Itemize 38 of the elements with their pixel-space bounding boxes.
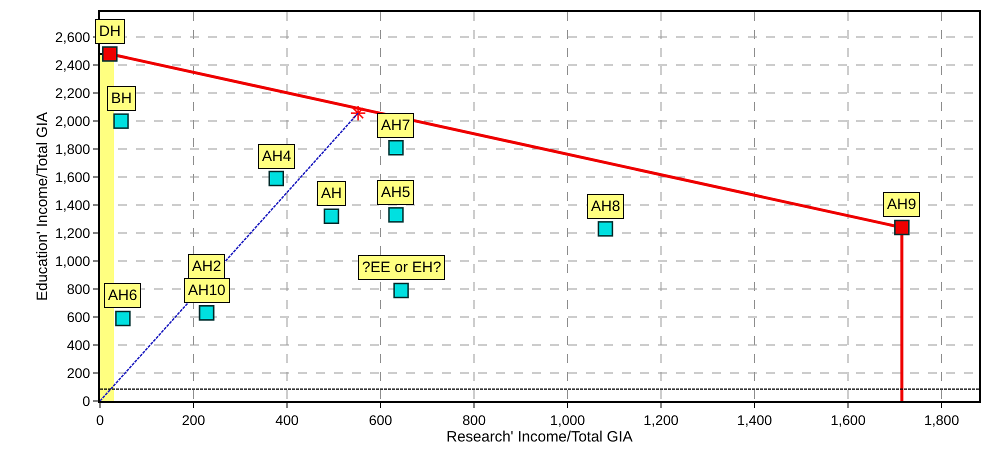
y-axis-title: Education' Income/Total GIA <box>34 112 51 301</box>
y-tick-label: 1,000 <box>55 252 90 269</box>
x-axis-title: Research' Income/Total GIA <box>446 428 633 446</box>
y-tick-label: 2,200 <box>55 85 90 102</box>
x-tick-label: 600 <box>368 412 392 428</box>
annotation: BH <box>111 90 132 107</box>
x-tick-label: 1,200 <box>644 412 679 428</box>
annotation: AH5 <box>381 184 410 201</box>
y-tick-label: 1,800 <box>55 141 90 158</box>
y-tick-label: 200 <box>66 364 90 381</box>
x-tick-label: 1,000 <box>550 412 586 428</box>
annotation: AH4 <box>262 148 292 165</box>
x-tick-label: 0 <box>96 412 104 428</box>
y-tick-label: 1,600 <box>55 169 90 186</box>
annotation: ?EE or EH? <box>362 259 442 276</box>
annotation: AH9 <box>887 196 916 213</box>
annotation: AH10 <box>188 282 226 299</box>
y-tick-label: 0 <box>82 392 90 409</box>
x-tick-label: 1,800 <box>924 412 960 428</box>
y-tick-label: 2,600 <box>55 29 90 46</box>
annotation: AH8 <box>591 198 620 215</box>
x-tick-label: 1,600 <box>830 412 866 428</box>
x-tick-label: 800 <box>462 412 486 428</box>
x-tick-label: 1,400 <box>737 412 772 428</box>
x-tick-label: 200 <box>182 412 206 428</box>
y-tick-label: 2,000 <box>55 113 90 130</box>
annotation: AH6 <box>108 287 138 304</box>
annotation: AH7 <box>381 117 410 134</box>
y-tick-label: 400 <box>66 336 90 353</box>
y-tick-label: 1,400 <box>55 197 90 213</box>
y-tick-label: 2,400 <box>55 57 90 74</box>
y-tick-label: 1,200 <box>55 224 90 241</box>
y-tick-label: 800 <box>66 280 90 297</box>
annotation: AH <box>321 185 342 202</box>
y-tick-label: 600 <box>66 308 90 325</box>
annotation: AH2 <box>192 258 222 275</box>
x-tick-label: 400 <box>275 412 299 428</box>
annotation: DH <box>99 23 121 40</box>
